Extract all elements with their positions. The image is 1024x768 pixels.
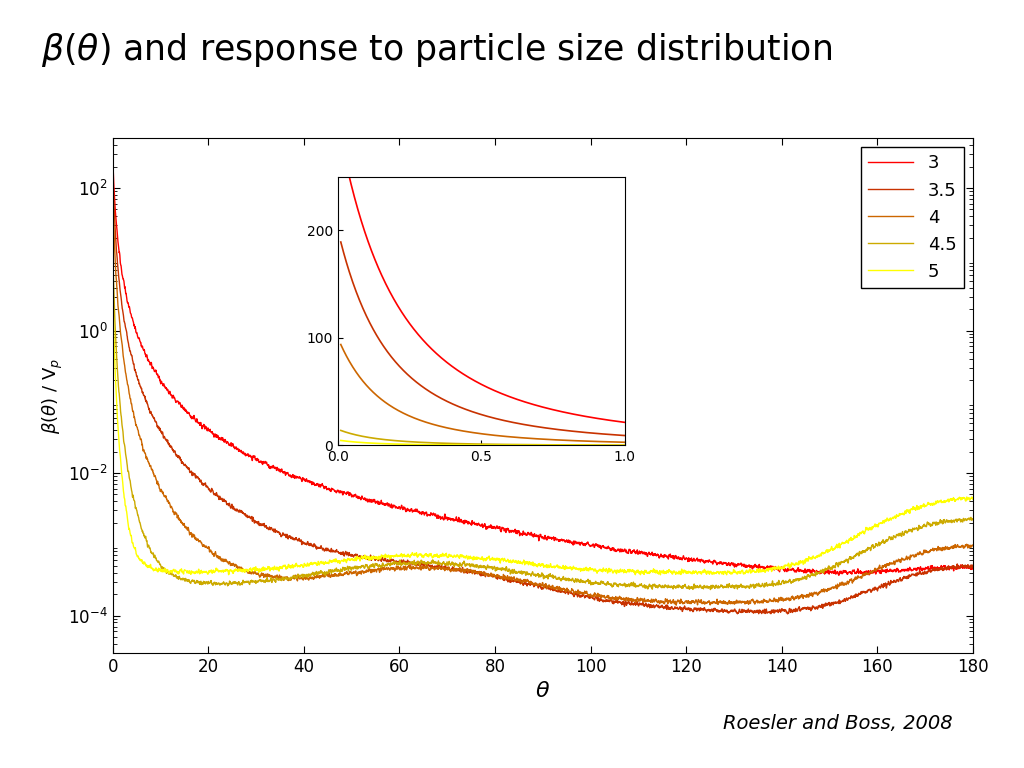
4 (347, 568, 359, 578)
5 (627, 565, 639, 574)
4 (885, 559, 897, 568)
Line: 4.5: 4.5 (113, 248, 973, 590)
4.5 (642, 584, 654, 594)
4.5 (291, 573, 303, 582)
4 (106, 187, 119, 196)
Line: 3: 3 (113, 157, 973, 575)
Text: $\beta(\theta)$ and response to particle size distribution: $\beta(\theta)$ and response to particle… (41, 31, 833, 68)
5 (642, 568, 654, 578)
5 (885, 515, 897, 525)
3.5 (781, 609, 794, 618)
4 (967, 541, 979, 550)
4.5 (967, 515, 979, 524)
4.5 (347, 563, 359, 572)
3 (627, 547, 639, 556)
4 (627, 597, 639, 606)
3 (967, 564, 979, 574)
Y-axis label: $\beta(\theta)$ / V$_p$: $\beta(\theta)$ / V$_p$ (41, 358, 66, 433)
3 (106, 152, 119, 161)
Line: 5: 5 (113, 284, 973, 574)
3 (833, 571, 845, 580)
4 (291, 574, 303, 584)
4 (642, 596, 654, 605)
5 (106, 280, 119, 289)
3.5 (291, 535, 303, 544)
5 (291, 561, 303, 570)
4 (670, 601, 682, 610)
3 (885, 566, 897, 575)
4.5 (967, 515, 979, 524)
5 (347, 555, 359, 564)
3.5 (347, 551, 359, 560)
5 (967, 495, 979, 504)
5 (967, 493, 979, 502)
3.5 (967, 562, 979, 571)
3.5 (106, 165, 119, 174)
Legend: 3, 3.5, 4, 4.5, 5: 3, 3.5, 4, 4.5, 5 (861, 147, 964, 288)
4 (967, 541, 979, 550)
X-axis label: $\theta$: $\theta$ (536, 681, 550, 701)
3 (347, 491, 359, 500)
4.5 (705, 585, 717, 594)
3.5 (967, 561, 979, 570)
3.5 (642, 602, 654, 611)
Text: Roesler and Boss, 2008: Roesler and Boss, 2008 (723, 714, 952, 733)
3 (291, 472, 303, 482)
4.5 (885, 534, 897, 543)
Line: 3.5: 3.5 (113, 170, 973, 614)
4.5 (106, 243, 119, 253)
Line: 4: 4 (113, 191, 973, 605)
3 (642, 551, 654, 560)
3.5 (627, 599, 639, 608)
3 (967, 564, 979, 573)
4.5 (627, 581, 639, 590)
5 (654, 570, 667, 579)
3.5 (885, 578, 897, 588)
